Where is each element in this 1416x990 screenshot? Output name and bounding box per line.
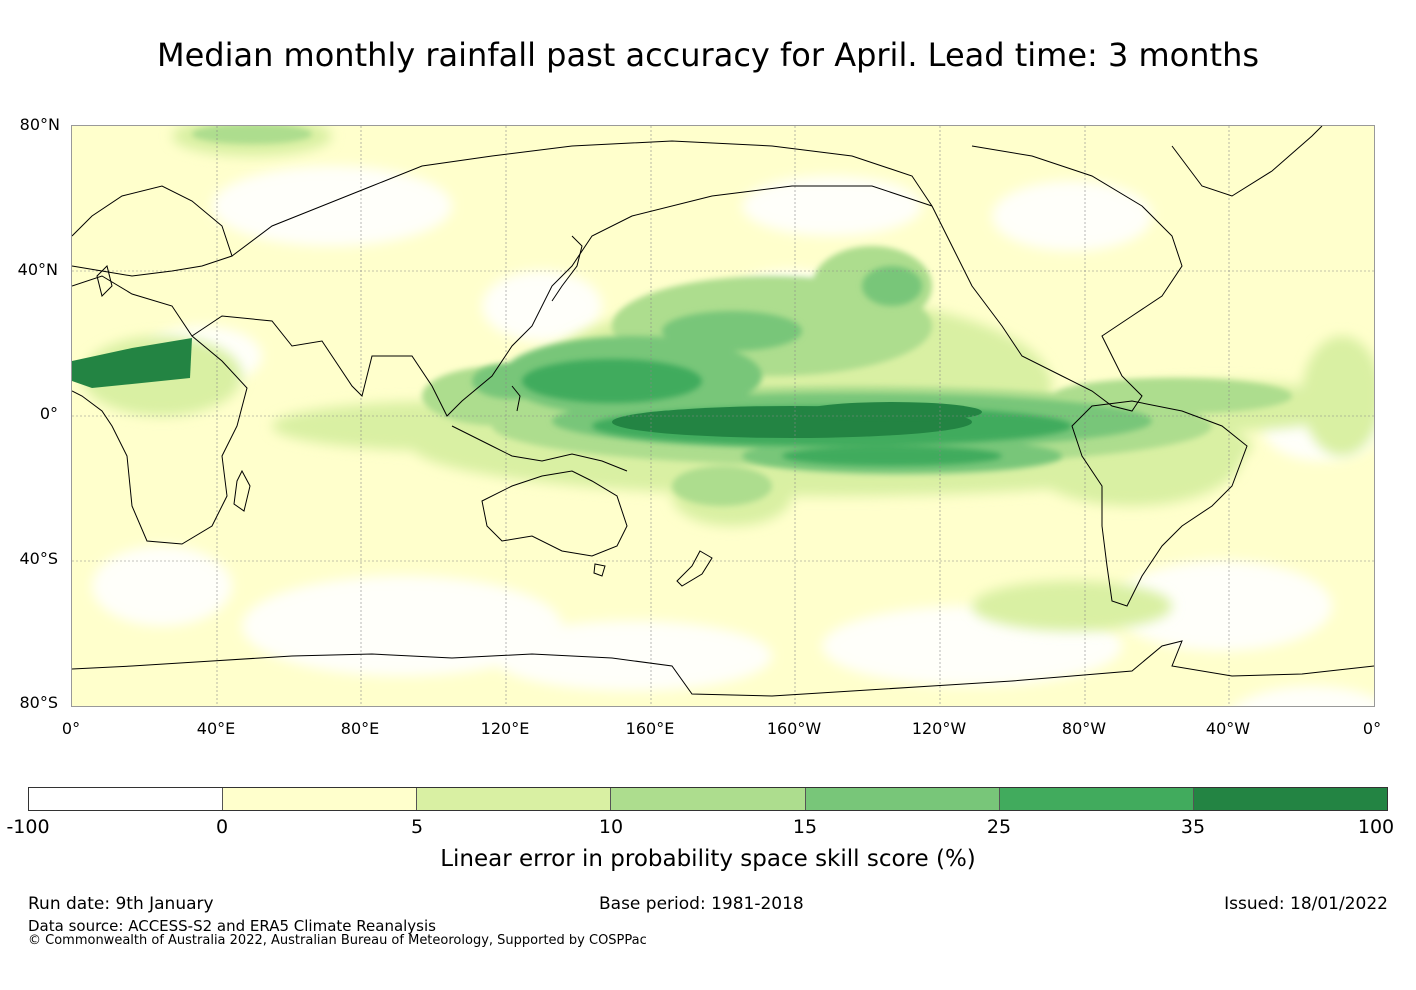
colorbar-segment [223,788,418,810]
colorbar-tick: 100 [1357,816,1395,838]
lat-label-40n: 40°N [17,260,58,279]
colorbar-tick: 25 [986,816,1012,838]
skill-score-map [71,125,1375,707]
lon-label-40e: 40°E [196,719,236,738]
map-title: Median monthly rainfall past accuracy fo… [156,36,1260,74]
colorbar-tick: 15 [792,816,818,838]
colorbar-tick: 0 [215,816,229,838]
lon-label-160e: 160°E [625,719,675,738]
colorbar [28,787,1388,811]
colorbar-tick: 5 [410,816,424,838]
skill-35-100-areas [72,338,982,438]
map-canvas [72,126,1374,706]
lat-label-80n: 80°N [19,115,60,134]
lon-label-80e: 80°E [340,719,380,738]
lon-label-80w: 80°W [1061,719,1107,738]
lon-label-40w: 40°W [1205,719,1251,738]
coastlines [72,126,1374,697]
colorbar-label: Linear error in probability space skill … [440,846,976,872]
colorbar-segment [417,788,612,810]
colorbar-segment [999,788,1194,810]
base-period: Base period: 1981-2018 [599,894,804,914]
colorbar-segment [805,788,1000,810]
colorbar-segment [1193,788,1387,810]
colorbar-tick: 35 [1180,816,1206,838]
colorbar-tick: -100 [6,816,50,838]
lon-label-120w: 120°W [911,719,967,738]
lon-label-0-right: 0° [1362,719,1382,738]
copyright: © Commonwealth of Australia 2022, Austra… [28,933,647,948]
lon-label-0-left: 0° [61,719,81,738]
lon-label-160w: 160°W [766,719,822,738]
lon-label-120e: 120°E [480,719,530,738]
run-date: Run date: 9th January [28,894,214,914]
colorbar-tick: 10 [598,816,624,838]
lat-label-80s: 80°S [19,693,58,712]
colorbar-segment [29,788,224,810]
issued-date: Issued: 18/01/2022 [1224,894,1388,914]
lat-label-40s: 40°S [19,549,58,568]
data-source: Data source: ACCESS-S2 and ERA5 Climate … [28,917,436,935]
lat-label-equator: 0° [39,404,58,423]
colorbar-segment [611,788,806,810]
